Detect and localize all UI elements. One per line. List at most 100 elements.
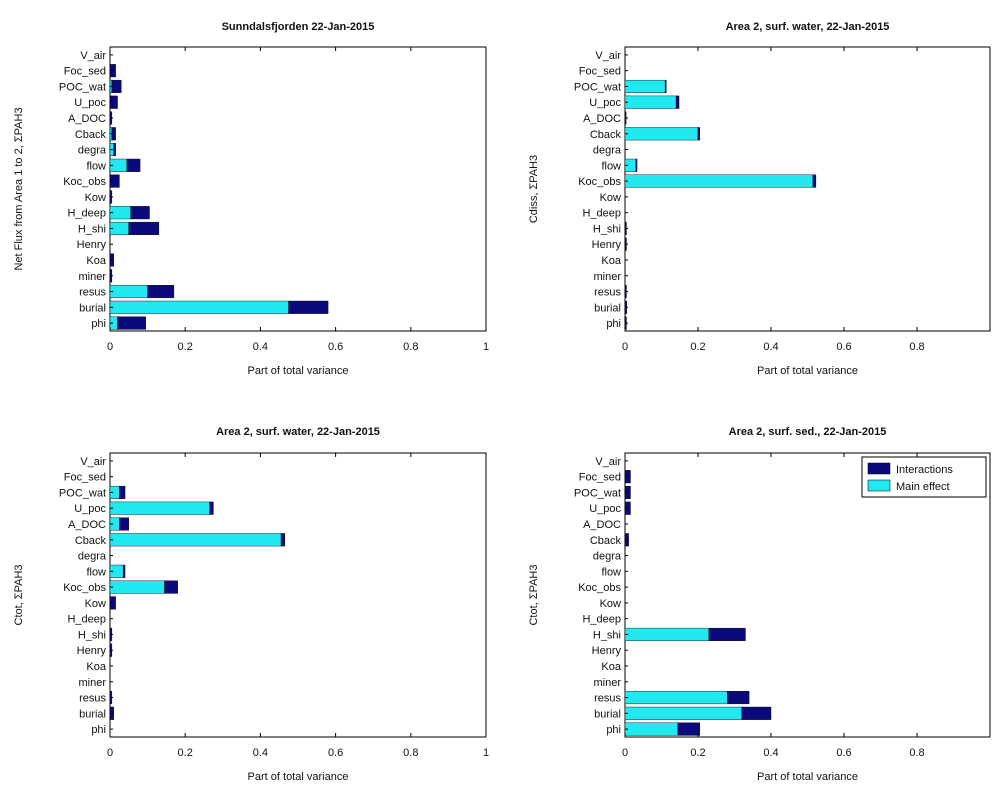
bar-interactions (288, 300, 329, 314)
axes-box (624, 452, 991, 738)
legend: Interactions Main effect (861, 456, 987, 498)
bar-interactions (119, 485, 126, 499)
bar-interactions (126, 158, 141, 172)
y-tick-label: burial (594, 708, 621, 720)
y-tick-label: Henry (592, 645, 622, 657)
y-tick-label: U_poc (74, 503, 106, 515)
y-tick-label: V_air (80, 50, 106, 62)
legend-label-main-effect: Main effect (896, 481, 950, 493)
bar-main-effect (624, 706, 743, 720)
x-tick-label: 0 (622, 747, 628, 759)
legend-swatch-main-effect (867, 479, 891, 492)
y-tick-label: A_DOC (583, 519, 621, 531)
bar-interactions (708, 627, 746, 641)
y-tick-label: POC_wat (574, 81, 621, 93)
x-tick-label: 0.6 (836, 747, 851, 759)
y-tick-label: phi (91, 318, 106, 330)
bar-main-effect (624, 691, 728, 705)
y-tick-label: degra (593, 551, 622, 563)
y-tick-label: V_air (595, 456, 621, 468)
bar-main-effect (109, 285, 148, 299)
y-tick-label: A_DOC (68, 113, 106, 125)
bar-interactions (697, 127, 701, 141)
panel-4: Area 2, surf. sed., 22-Jan-2015 V_air Foc_… (528, 426, 991, 783)
panel-title: Area 2, surf. sed., 22-Jan-2015 (729, 426, 887, 438)
bar-interactions (113, 143, 116, 157)
y-tick-label: Koc_obs (63, 582, 106, 594)
bar-interactions (635, 158, 638, 172)
y-tick-label: V_air (80, 456, 106, 468)
y-tick-label: phi (606, 724, 621, 736)
panel-title: Area 2, surf. water, 22-Jan-2015 (216, 426, 380, 438)
y-tick-label: miner (593, 271, 621, 283)
y-tick-label: H_deep (582, 208, 621, 220)
y-tick-label: flow (86, 160, 106, 172)
x-axis-label: Part of total variance (248, 771, 349, 783)
y-tick-label: Foc_sed (64, 472, 106, 484)
y-tick-label: Cback (75, 535, 107, 547)
bar-main-effect (624, 722, 679, 736)
y-tick-label: Kow (85, 192, 106, 204)
y-tick-label: U_poc (589, 97, 621, 109)
y-tick-label: A_DOC (583, 113, 621, 125)
y-tick-label: Koa (86, 661, 106, 673)
bar-interactions (675, 95, 680, 109)
y-tick-label: burial (79, 708, 106, 720)
y-axis-label: Ctot, ΣPAH3 (528, 564, 540, 625)
x-tick-label: 1 (483, 341, 489, 353)
y-tick-label: H_shi (78, 223, 106, 235)
bar-main-effect (624, 95, 677, 109)
y-tick-label: A_DOC (68, 519, 106, 531)
y-tick-label: Henry (77, 239, 107, 251)
axes-box (624, 46, 991, 332)
x-tick-label: 0.2 (690, 747, 705, 759)
x-tick-label: 0 (622, 341, 628, 353)
bar-interactions (117, 316, 146, 330)
y-tick-label: Cback (590, 535, 622, 547)
x-tick-label: 0.8 (909, 747, 924, 759)
y-axis-label: Ctot, ΣPAH3 (13, 564, 25, 625)
panel-title: Area 2, surf. water, 22-Jan-2015 (726, 21, 890, 33)
y-tick-label: Foc_sed (579, 472, 621, 484)
y-tick-label: POC_wat (59, 487, 106, 499)
y-tick-label: U_poc (589, 503, 621, 515)
y-tick-label: H_deep (582, 614, 621, 626)
y-tick-label: Cback (75, 129, 107, 141)
y-tick-label: Kow (600, 192, 621, 204)
y-tick-label: resus (79, 287, 106, 299)
bar-interactions (119, 517, 130, 531)
x-tick-label: 0.2 (690, 341, 705, 353)
x-tick-label: 0.4 (763, 747, 778, 759)
y-tick-label: Koa (601, 255, 621, 267)
y-tick-label: resus (79, 693, 106, 705)
x-tick-label: 0 (107, 747, 113, 759)
bar-interactions (741, 706, 772, 720)
bar-main-effect (109, 580, 165, 594)
bar-main-effect (624, 627, 710, 641)
axes-box (109, 452, 487, 738)
bar-interactions (812, 174, 817, 188)
x-tick-label: 0.6 (328, 341, 343, 353)
y-tick-label: Koc_obs (63, 176, 106, 188)
bar-interactions (664, 79, 667, 93)
x-tick-label: 1 (483, 747, 489, 759)
y-tick-label: resus (594, 693, 621, 705)
y-tick-label: Foc_sed (579, 66, 621, 78)
y-tick-label: degra (78, 551, 107, 563)
y-tick-label: resus (594, 287, 621, 299)
y-tick-label: Henry (77, 645, 107, 657)
y-tick-label: Henry (592, 239, 622, 251)
y-tick-label: Koc_obs (578, 582, 621, 594)
y-tick-label: flow (601, 566, 621, 578)
y-tick-label: H_shi (593, 223, 621, 235)
y-tick-label: degra (593, 145, 622, 157)
x-tick-label: 0.8 (403, 747, 418, 759)
y-tick-label: burial (79, 302, 106, 314)
x-axis-label: Part of total variance (757, 771, 858, 783)
x-tick-label: 0.8 (909, 341, 924, 353)
bar-main-effect (624, 174, 814, 188)
y-tick-label: Koa (86, 255, 106, 267)
y-tick-label: Koc_obs (578, 176, 621, 188)
bar-interactions (147, 285, 175, 299)
